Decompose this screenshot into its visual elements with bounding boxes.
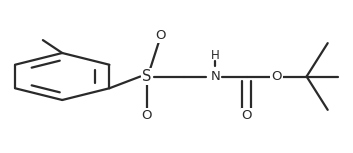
Text: O: O xyxy=(155,29,166,42)
Text: O: O xyxy=(141,109,152,122)
Text: N: N xyxy=(210,70,220,83)
Text: H: H xyxy=(211,49,220,62)
Text: S: S xyxy=(142,69,151,84)
Text: O: O xyxy=(271,70,282,83)
Text: O: O xyxy=(241,109,252,122)
